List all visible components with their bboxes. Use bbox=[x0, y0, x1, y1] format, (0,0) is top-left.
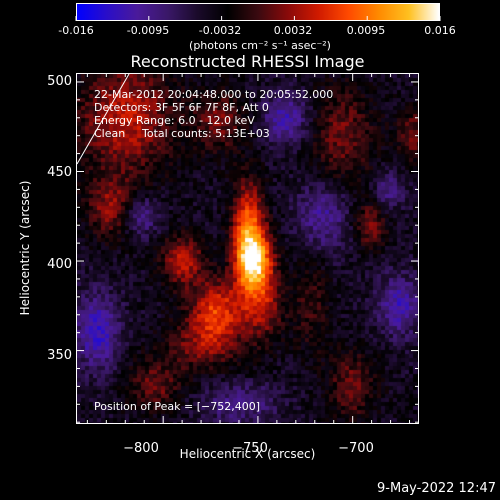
chart-title: Reconstructed RHESSI Image bbox=[130, 52, 365, 71]
annotation-method: Clean bbox=[94, 127, 126, 140]
colorbar-tick: -0.016 bbox=[58, 24, 94, 37]
x-axis-label: Heliocentric X (arcsec) bbox=[179, 447, 316, 461]
y-tick-label: 400 bbox=[47, 257, 72, 272]
footer-date: 9-May-2022 12:47 bbox=[377, 481, 496, 496]
solar-limb-line bbox=[77, 74, 130, 165]
colorbar-tick: 0.0032 bbox=[273, 24, 313, 37]
colorbar-gradient bbox=[76, 3, 440, 21]
annotation-time: 22-Mar-2012 20:04:48.000 to 20:05:52.000 bbox=[94, 88, 334, 101]
annotation-counts: Total counts: 5.13E+03 bbox=[142, 127, 270, 140]
heatmap-image bbox=[77, 74, 418, 423]
plot-overlay bbox=[77, 74, 130, 165]
annotation-peak: Position of Peak = [−752,400] bbox=[94, 400, 261, 413]
plot-area: 22-Mar-2012 20:04:48.000 to 20:05:52.000… bbox=[76, 73, 419, 424]
x-tick-label: −800 bbox=[123, 441, 159, 456]
y-tick-label: 350 bbox=[47, 348, 72, 363]
colorbar bbox=[76, 3, 440, 21]
colorbar-unit-label: (photons cm⁻² s⁻¹ asec⁻²) bbox=[189, 39, 331, 52]
colorbar-tick: -0.0032 bbox=[198, 24, 242, 37]
colorbar-ticks: -0.016 -0.0095 -0.0032 0.0032 0.0095 0.0… bbox=[50, 24, 466, 40]
x-tick-label: −750 bbox=[232, 441, 268, 456]
annotation-detectors: Detectors: 3F 5F 6F 7F 8F, Att 0 bbox=[94, 101, 269, 114]
colorbar-tick: 0.016 bbox=[424, 24, 456, 37]
annotation-energy: Energy Range: 6.0 - 12.0 keV bbox=[94, 114, 255, 127]
y-tick-label: 500 bbox=[47, 74, 72, 89]
y-tick-label: 450 bbox=[47, 165, 72, 180]
y-axis-label: Heliocentric Y (arcsec) bbox=[18, 180, 32, 316]
x-tick-label: −700 bbox=[338, 441, 374, 456]
colorbar-tick: -0.0095 bbox=[126, 24, 170, 37]
colorbar-tick: 0.0095 bbox=[346, 24, 386, 37]
